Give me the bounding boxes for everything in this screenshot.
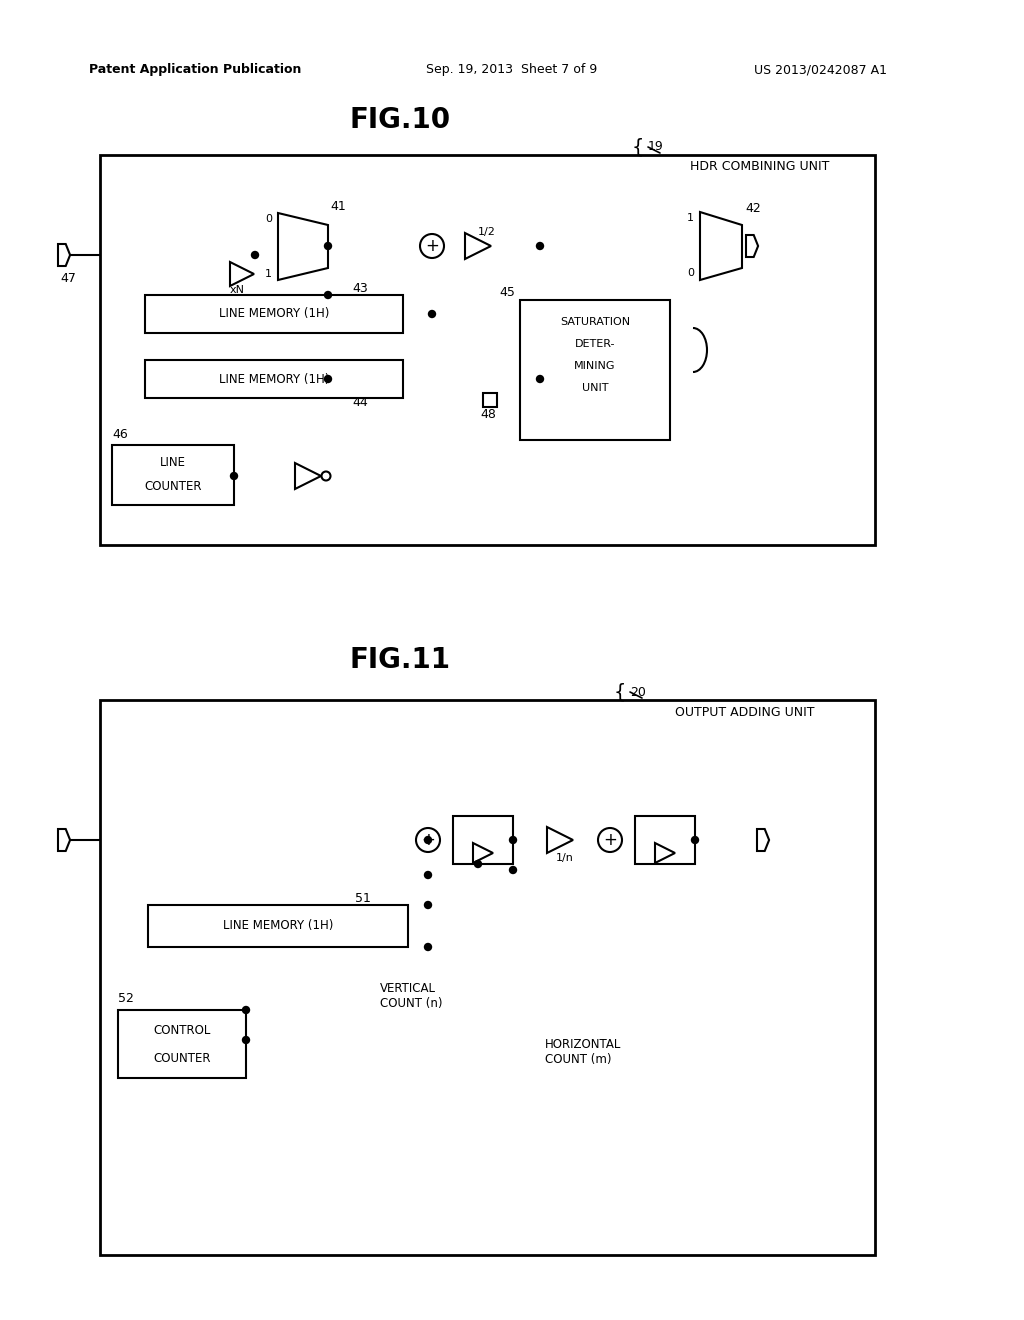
- Text: 20: 20: [630, 685, 646, 698]
- Bar: [112, 445, 234, 506]
- Text: 1/n: 1/n: [556, 853, 573, 863]
- Polygon shape: [547, 828, 573, 853]
- Text: FIG.10: FIG.10: [349, 106, 451, 135]
- Circle shape: [425, 902, 431, 908]
- Text: +: +: [425, 238, 439, 255]
- Polygon shape: [58, 829, 70, 851]
- Text: 1: 1: [687, 213, 694, 223]
- Bar: [118, 1010, 246, 1078]
- Circle shape: [598, 828, 622, 851]
- Text: COUNT (n): COUNT (n): [380, 997, 442, 1010]
- Polygon shape: [700, 213, 742, 280]
- Text: DETER-: DETER-: [574, 339, 615, 348]
- Text: COUNT (m): COUNT (m): [545, 1053, 611, 1067]
- Text: SATURATION: SATURATION: [560, 317, 630, 327]
- Circle shape: [322, 471, 331, 480]
- Bar: [145, 360, 403, 399]
- Polygon shape: [757, 829, 769, 851]
- Polygon shape: [295, 463, 321, 488]
- Text: LINE: LINE: [160, 457, 186, 470]
- Circle shape: [420, 234, 444, 257]
- Circle shape: [425, 944, 431, 950]
- Text: LINE MEMORY (1H): LINE MEMORY (1H): [223, 920, 333, 932]
- Text: 51: 51: [355, 891, 371, 904]
- Bar: [148, 906, 408, 946]
- Polygon shape: [655, 843, 675, 863]
- Circle shape: [230, 473, 238, 479]
- Circle shape: [416, 828, 440, 851]
- Bar: [635, 816, 695, 865]
- Circle shape: [537, 375, 544, 383]
- Bar: [453, 816, 513, 865]
- Text: Sep. 19, 2013  Sheet 7 of 9: Sep. 19, 2013 Sheet 7 of 9: [426, 63, 598, 77]
- Text: 44: 44: [352, 396, 368, 409]
- Text: 46: 46: [112, 429, 128, 441]
- Text: COUNTER: COUNTER: [154, 1052, 211, 1064]
- Polygon shape: [746, 235, 758, 257]
- Text: {: {: [613, 682, 627, 701]
- Circle shape: [474, 861, 481, 867]
- Circle shape: [252, 252, 258, 259]
- Circle shape: [510, 837, 516, 843]
- Text: 1/2: 1/2: [478, 227, 496, 238]
- Text: CONTROL: CONTROL: [154, 1023, 211, 1036]
- Text: 45: 45: [499, 286, 515, 300]
- Text: 0: 0: [265, 214, 272, 224]
- Polygon shape: [465, 234, 490, 259]
- Text: 47: 47: [60, 272, 76, 285]
- Text: VERTICAL: VERTICAL: [380, 982, 436, 994]
- Text: LINE MEMORY (1H): LINE MEMORY (1H): [219, 372, 329, 385]
- Polygon shape: [58, 244, 70, 267]
- Text: {: {: [632, 137, 644, 157]
- Circle shape: [428, 310, 435, 318]
- Text: 41: 41: [330, 201, 346, 214]
- Text: xN: xN: [229, 285, 245, 294]
- Circle shape: [691, 837, 698, 843]
- Bar: [100, 700, 874, 1255]
- Polygon shape: [473, 843, 493, 863]
- Text: +: +: [421, 832, 435, 849]
- Text: UNIT: UNIT: [582, 383, 608, 393]
- Circle shape: [325, 292, 332, 298]
- Bar: [483, 393, 497, 407]
- Text: FIG.11: FIG.11: [349, 645, 451, 675]
- Circle shape: [243, 1036, 250, 1044]
- Text: Patent Application Publication: Patent Application Publication: [89, 63, 301, 77]
- Circle shape: [325, 243, 332, 249]
- Text: LINE MEMORY (1H): LINE MEMORY (1H): [219, 308, 329, 321]
- Bar: [100, 154, 874, 545]
- Bar: [145, 294, 403, 333]
- Polygon shape: [230, 261, 254, 286]
- Text: OUTPUT ADDING UNIT: OUTPUT ADDING UNIT: [675, 705, 815, 718]
- Circle shape: [425, 837, 431, 843]
- Text: 52: 52: [118, 991, 134, 1005]
- Circle shape: [243, 1006, 250, 1014]
- Text: 43: 43: [352, 281, 368, 294]
- Polygon shape: [278, 213, 328, 280]
- Text: 19: 19: [648, 140, 664, 153]
- Text: 42: 42: [745, 202, 761, 214]
- Text: +: +: [603, 832, 616, 849]
- Text: HDR COMBINING UNIT: HDR COMBINING UNIT: [690, 161, 829, 173]
- Text: HORIZONTAL: HORIZONTAL: [545, 1039, 622, 1052]
- Circle shape: [425, 871, 431, 879]
- Bar: [520, 300, 670, 440]
- Text: 0: 0: [687, 268, 694, 279]
- Circle shape: [537, 243, 544, 249]
- Text: COUNTER: COUNTER: [144, 480, 202, 494]
- Text: MINING: MINING: [574, 360, 615, 371]
- Circle shape: [510, 866, 516, 874]
- Text: 48: 48: [480, 408, 496, 421]
- Text: US 2013/0242087 A1: US 2013/0242087 A1: [754, 63, 887, 77]
- Text: 1: 1: [265, 269, 272, 279]
- Circle shape: [325, 375, 332, 383]
